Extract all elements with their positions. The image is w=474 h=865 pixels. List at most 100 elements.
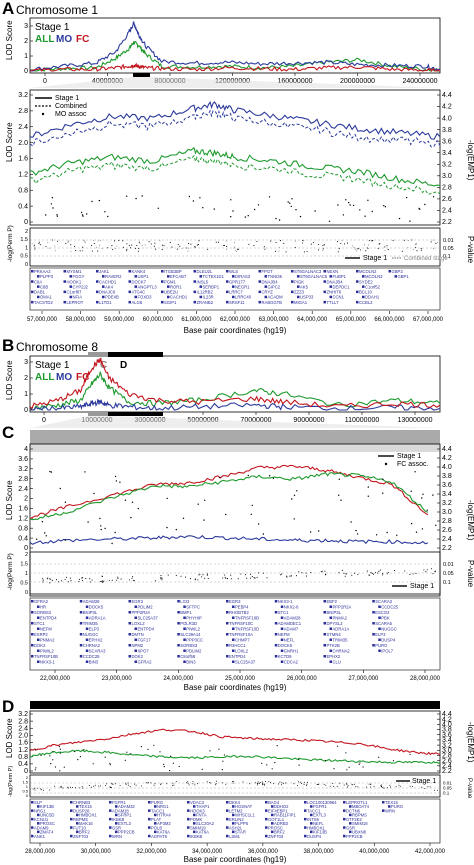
assoc-point <box>414 471 416 473</box>
d-gene-glyph <box>115 805 118 808</box>
assoc-point <box>131 501 134 503</box>
c-gene-glyph <box>31 655 34 658</box>
panel-d-perm-ylabel: -log(Perm P) <box>8 766 14 797</box>
perm-point <box>332 782 334 784</box>
perm-point <box>270 782 271 784</box>
panel-c-xlabel: Base pair coordinates (hg19) <box>184 683 287 692</box>
c-gene-glyph <box>37 627 40 630</box>
perm-point <box>233 247 235 249</box>
a-zm-yr-tick-label: 3.0 <box>442 173 452 180</box>
perm-point <box>368 574 370 576</box>
perm-point <box>185 247 187 249</box>
d-zm-yr-tick-label: 3.2 <box>442 742 452 749</box>
assoc-point <box>409 753 411 755</box>
perm-point <box>336 786 338 787</box>
a-gene-label: LRRC40 <box>235 295 252 300</box>
perm-point <box>93 785 95 787</box>
assoc-point <box>63 766 65 768</box>
d-gene-label: BAG4 <box>268 800 280 805</box>
perm-point <box>363 244 366 246</box>
c-gene-label: CDCA2 <box>284 660 299 665</box>
c-gene-glyph <box>183 660 186 663</box>
assoc-point <box>126 195 128 197</box>
d-gene-label: MAK16 <box>79 821 93 826</box>
perm-point <box>278 246 280 248</box>
assoc-point <box>290 205 292 208</box>
c-gene-label: ADAMDEC1 <box>278 621 302 626</box>
assoc-point <box>409 220 411 222</box>
a-gene-label: C8A <box>34 279 42 284</box>
c-gene-glyph <box>37 660 40 663</box>
d-x-tick-label: 34,000,000 <box>192 849 223 855</box>
perm-point <box>321 570 323 572</box>
c-gene-glyph <box>85 649 89 652</box>
panel-a-legend-assoc-swatch <box>41 112 45 116</box>
c-gene-label: BIN3 <box>186 660 196 665</box>
c-gene-glyph <box>280 638 284 641</box>
d-perm-y-tick-label: 1 <box>26 784 29 789</box>
assoc-point <box>295 209 297 211</box>
perm-point <box>310 571 312 574</box>
perm-point <box>427 786 429 788</box>
perm-point <box>303 240 305 242</box>
a-gene-glyph <box>128 290 131 294</box>
assoc-point <box>424 203 426 206</box>
d-gene-glyph <box>70 817 73 821</box>
d-gene-glyph <box>349 830 352 834</box>
perm-point <box>69 786 71 788</box>
perm-point <box>91 250 93 252</box>
perm-point <box>96 246 98 248</box>
d-pval-tick-label: 0.01 <box>443 781 452 786</box>
perm-point <box>40 788 42 790</box>
a-gene-label: GIPC2 <box>268 284 281 289</box>
a-x-tick-label: 57,000,000 <box>27 317 58 323</box>
perm-point <box>135 247 137 250</box>
assoc-point <box>296 490 298 492</box>
c-gene-label: EGR3 <box>132 599 144 604</box>
perm-point <box>285 782 287 784</box>
d-gene-label: FGFR1 <box>313 804 327 809</box>
perm-point <box>207 573 209 575</box>
d-zm-y-tick-label: 1.2 <box>18 747 28 754</box>
assoc-point <box>337 745 339 747</box>
d-gene-glyph <box>115 822 118 825</box>
a-gene-label: PDE4B <box>105 295 119 300</box>
series-line-all <box>29 749 441 764</box>
panel-a-zoom-ylabel: LOD Score <box>5 122 14 162</box>
perm-point <box>280 784 282 786</box>
assoc-point <box>318 530 320 532</box>
d-pval-tick-label: 0.05 <box>443 786 452 791</box>
c-gene-label: PBK <box>381 616 390 621</box>
perm-point <box>433 789 435 791</box>
perm-point <box>337 251 339 253</box>
perm-point <box>264 784 266 786</box>
d-gene-glyph <box>226 834 229 838</box>
d-zm-y-tick-label: 1.6 <box>18 740 28 747</box>
d-gene-glyph <box>343 809 346 812</box>
d-gene-glyph <box>37 813 40 817</box>
perm-point <box>172 782 174 784</box>
assoc-point <box>36 538 38 540</box>
a-gene-label: ZRANB2 <box>197 300 214 305</box>
panel-d-ylabel: LOD Score <box>5 718 14 758</box>
perm-point <box>224 576 226 578</box>
perm-point <box>382 787 384 788</box>
perm-point <box>60 580 62 582</box>
c-zm-y-tick-label: 3.6 <box>18 456 28 463</box>
b-ov-y-tick-label: 1 <box>24 391 28 398</box>
d-gene-label: POMK <box>190 817 203 822</box>
perm-point <box>172 785 174 786</box>
assoc-point <box>342 214 345 216</box>
d-gene-glyph <box>148 809 151 812</box>
a-gene-glyph <box>264 295 267 299</box>
d-zm-yr-tick-label: 2.2 <box>442 768 452 775</box>
c-zm-yr-tick-label: 2.2 <box>442 545 452 552</box>
perm-point <box>101 575 104 578</box>
perm-point <box>222 577 224 579</box>
assoc-point <box>52 751 54 753</box>
a-zm-yr-tick-label: 4.4 <box>442 92 452 99</box>
perm-point <box>111 248 114 250</box>
c-gene-label: CHRNA2 <box>333 649 351 654</box>
d-gene-glyph <box>76 822 79 825</box>
